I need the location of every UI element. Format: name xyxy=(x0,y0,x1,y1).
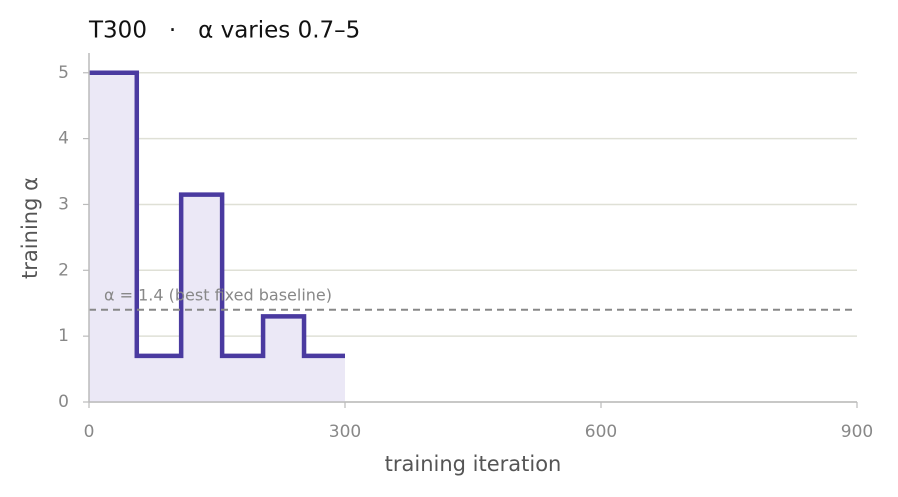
y-tick-label: 1 xyxy=(58,326,69,346)
y-tick-label: 5 xyxy=(58,63,69,83)
y-axis-label: training α xyxy=(18,177,42,279)
step-line xyxy=(89,70,345,359)
x-tick-label: 0 xyxy=(84,422,95,442)
y-tick-label: 0 xyxy=(58,392,69,412)
x-tick-label: 900 xyxy=(841,422,873,442)
y-tick-label: 2 xyxy=(58,260,69,280)
y-tick-label: 4 xyxy=(58,129,69,149)
reference-label: α = 1.4 (best fixed baseline) xyxy=(104,285,332,304)
x-tick-label: 300 xyxy=(329,422,361,442)
y-tick-label: 3 xyxy=(58,194,69,214)
x-axis-label: training iteration xyxy=(385,452,562,476)
area xyxy=(89,72,345,403)
chart-title: T300 · α varies 0.7–5 xyxy=(88,18,360,44)
x-tick-label: 600 xyxy=(585,422,617,442)
